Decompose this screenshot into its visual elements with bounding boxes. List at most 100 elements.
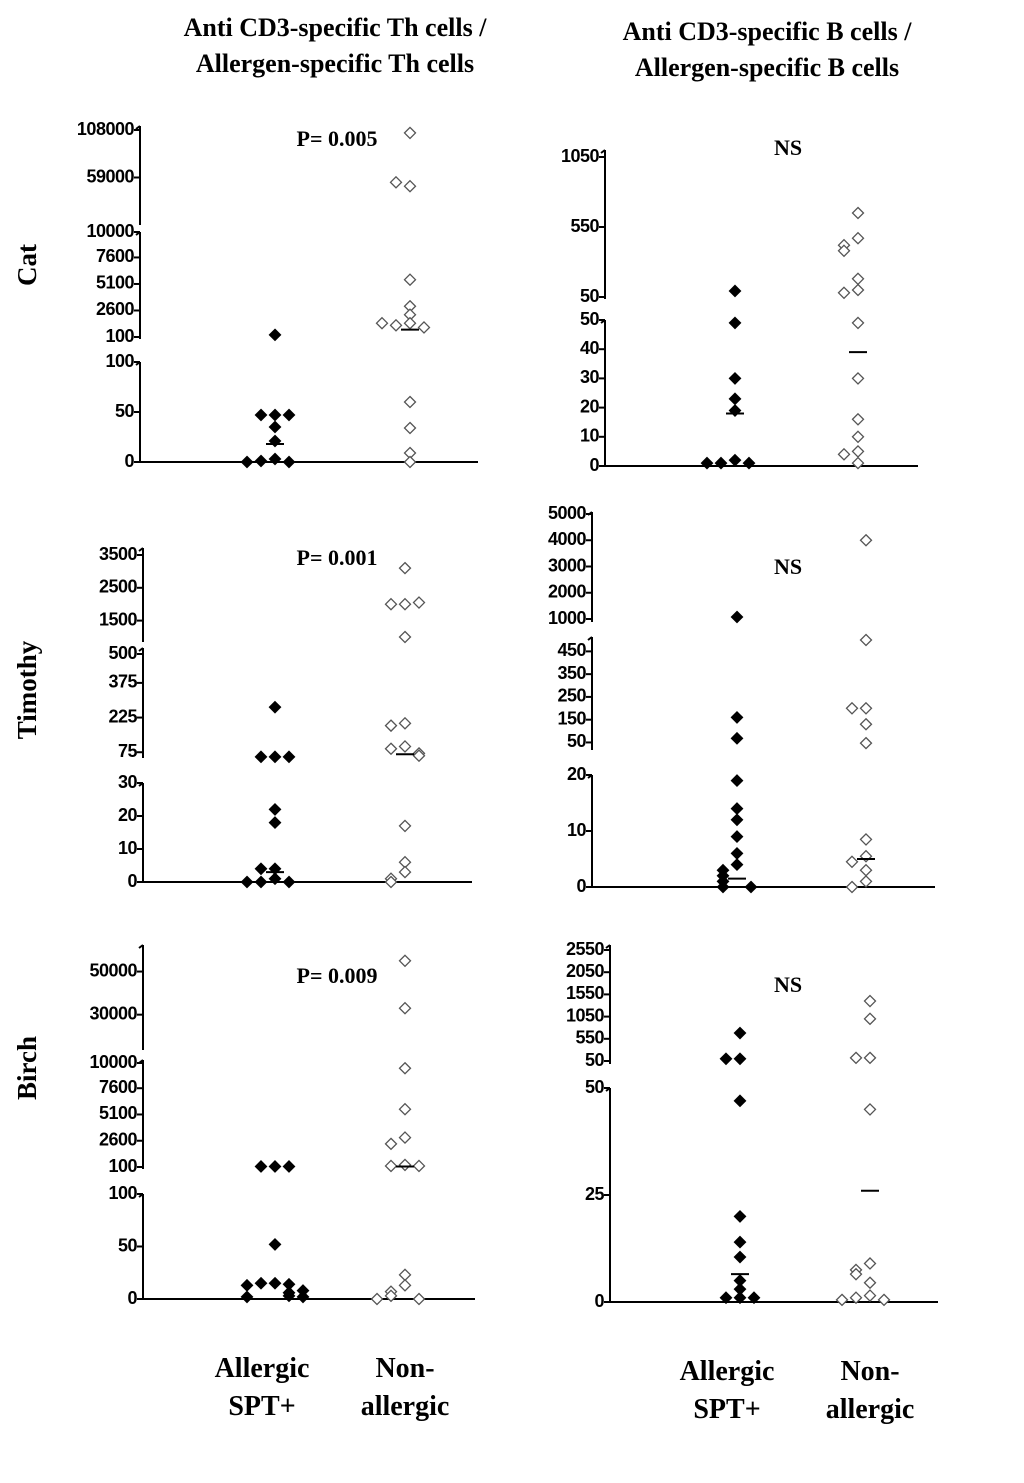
data-point	[719, 1052, 733, 1066]
data-point	[851, 412, 865, 426]
y-tick-label: 1500	[99, 609, 138, 629]
data-point	[859, 874, 873, 888]
y-tick-label: 30	[118, 772, 138, 792]
axis-break	[600, 149, 606, 154]
y-tick-label: 50	[118, 1235, 138, 1255]
annotation: NS	[774, 554, 802, 579]
y-tick-label: 100	[108, 1183, 137, 1203]
annotation: P= 0.005	[297, 126, 378, 151]
data-point	[859, 717, 873, 731]
data-point	[714, 456, 728, 470]
data-point	[398, 1001, 412, 1015]
data-point	[859, 863, 873, 877]
y-tick-label: 2550	[566, 939, 605, 959]
data-point	[403, 316, 417, 330]
y-tick-label: 100	[108, 1156, 137, 1176]
data-point	[837, 244, 851, 258]
y-tick-label: 0	[127, 1288, 137, 1308]
data-point	[403, 273, 417, 287]
data-point	[398, 561, 412, 575]
y-tick-label: 0	[594, 1291, 604, 1311]
data-point	[730, 858, 744, 872]
data-point	[240, 1278, 254, 1292]
data-point	[412, 1159, 426, 1173]
y-tick-label: 450	[557, 640, 586, 660]
data-point	[863, 1012, 877, 1026]
axis-break	[587, 636, 593, 641]
y-tick-label: 250	[557, 686, 586, 706]
x-category-label: Allergic SPT+	[214, 1353, 310, 1422]
data-point	[254, 750, 268, 764]
data-point	[730, 774, 744, 788]
data-point	[733, 1235, 747, 1249]
data-point	[282, 750, 296, 764]
y-tick-label: 10	[118, 838, 138, 858]
y-tick-label: 75	[118, 741, 138, 761]
data-point	[398, 1158, 412, 1172]
data-point	[268, 328, 282, 342]
data-point	[282, 408, 296, 422]
axis-break	[138, 647, 144, 652]
y-tick-label: 1000	[548, 608, 587, 628]
data-point	[730, 802, 744, 816]
annotation: P= 0.009	[297, 963, 378, 988]
data-point	[733, 1209, 747, 1223]
data-point	[742, 456, 756, 470]
data-point	[845, 880, 859, 894]
y-tick-label: 0	[589, 455, 599, 475]
data-point	[398, 1268, 412, 1282]
data-point	[863, 994, 877, 1008]
y-tick-label: 50	[585, 1077, 605, 1097]
data-point	[851, 316, 865, 330]
data-point	[398, 954, 412, 968]
data-point	[268, 420, 282, 434]
y-tick-label: 2050	[566, 961, 605, 981]
y-tick-label: 1550	[566, 983, 605, 1003]
y-tick-label: 0	[127, 871, 137, 891]
data-point	[837, 447, 851, 461]
y-tick-label: 108000	[77, 119, 135, 139]
y-tick-label: 40	[580, 338, 600, 358]
data-point	[254, 862, 268, 876]
data-point	[398, 1278, 412, 1292]
data-point	[268, 750, 282, 764]
y-tick-label: 3000	[548, 555, 587, 575]
y-tick-label: 20	[118, 805, 138, 825]
data-point	[240, 455, 254, 469]
data-point	[733, 1250, 747, 1264]
data-point	[398, 630, 412, 644]
data-point	[384, 719, 398, 733]
x-category-label: Non-allergic	[360, 1353, 450, 1422]
data-point	[384, 1289, 398, 1303]
data-point	[282, 455, 296, 469]
data-point	[863, 1289, 877, 1302]
y-tick-label: 4000	[548, 529, 587, 549]
y-tick-label: 7600	[99, 1077, 138, 1097]
data-point	[851, 206, 865, 220]
data-point	[747, 1291, 761, 1305]
data-point	[730, 846, 744, 860]
data-point	[398, 740, 412, 753]
data-point	[384, 1159, 398, 1173]
data-point	[859, 701, 873, 715]
data-point	[384, 597, 398, 611]
data-point	[728, 316, 742, 330]
y-tick-label: 5000	[548, 503, 587, 523]
data-point	[851, 456, 865, 470]
axis-break	[605, 944, 611, 949]
data-point	[240, 875, 254, 889]
data-point	[384, 742, 398, 756]
y-tick-label: 50	[585, 1050, 605, 1070]
data-point	[849, 1267, 863, 1281]
data-point	[403, 455, 417, 469]
data-point	[403, 395, 417, 409]
data-point	[851, 231, 865, 245]
data-point	[282, 875, 296, 889]
y-tick-label: 20	[580, 396, 600, 416]
y-tick-label: 375	[108, 672, 137, 692]
y-tick-label: 225	[108, 706, 137, 726]
data-point	[719, 1291, 733, 1305]
y-tick-label: 2600	[96, 299, 135, 319]
data-point	[398, 597, 412, 611]
